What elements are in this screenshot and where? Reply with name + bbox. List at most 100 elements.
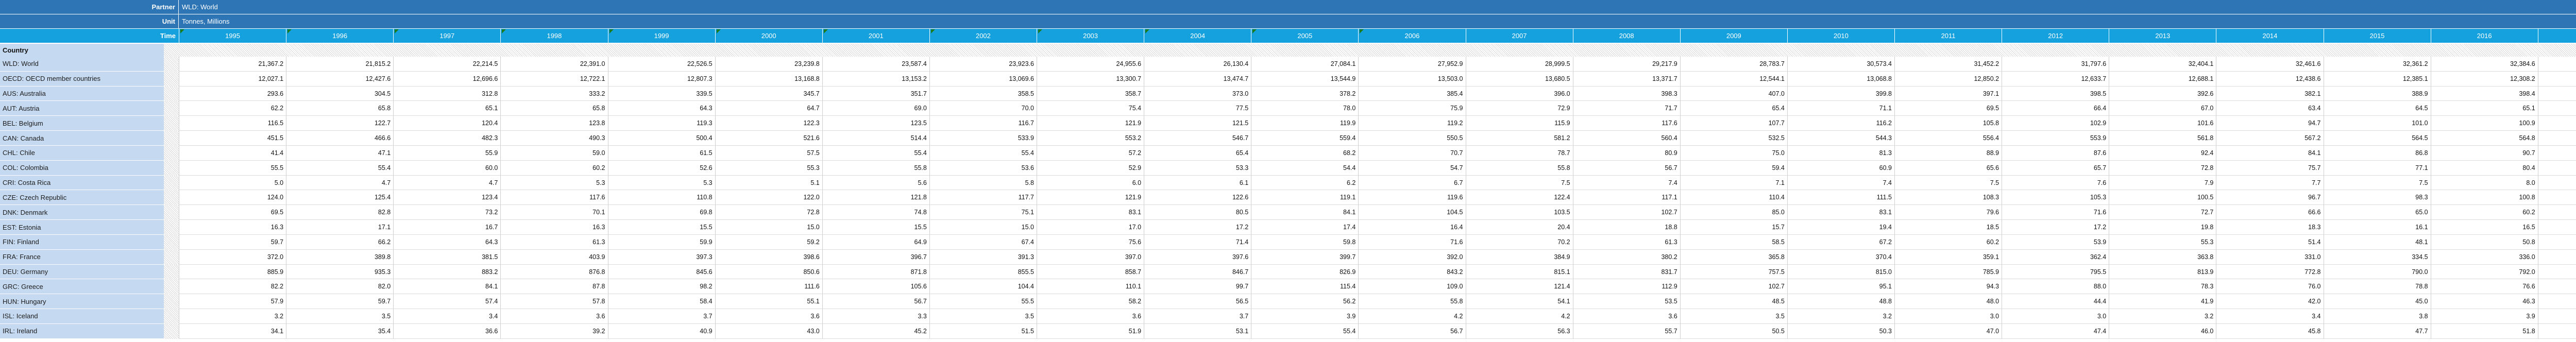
value-cell: 358.7	[1037, 86, 1144, 101]
value-cell: 8.1	[2537, 175, 2576, 191]
country-label[interactable]: DEU: Germany	[0, 264, 164, 280]
value-cell: 64.3	[393, 234, 501, 250]
row-cells: 116.5 122.7 120.4 123.8 119.3 122.3 123.5 116.7…	[179, 116, 2576, 131]
value-cell: 81.3	[1787, 145, 1894, 161]
value-cell: 23,239.8	[715, 57, 822, 72]
value-cell: 397.6	[1144, 249, 1251, 265]
year-header-2004[interactable]: 2004	[1144, 29, 1251, 43]
year-label: 2002	[975, 32, 991, 40]
country-label[interactable]: CZE: Czech Republic	[0, 190, 164, 206]
value-cell: 48.9	[2537, 294, 2576, 310]
value-cell: 398.5	[2002, 86, 2109, 101]
value-cell: 28,783.7	[1680, 57, 1787, 72]
value-cell: 60.0	[393, 160, 501, 176]
country-label[interactable]: GRC: Greece	[0, 279, 164, 295]
year-header-2000[interactable]: 2000	[715, 29, 822, 43]
value-cell: 68.1	[2537, 101, 2576, 116]
value-cell: 785.9	[1894, 264, 2002, 280]
value-cell: 3.6	[1037, 309, 1144, 324]
row-cells: 3.2 3.5 3.4 3.6 3.7 3.6 3.3 3.5 3.6 3.7 3.9 4.2 4.2 3…	[179, 309, 2576, 324]
value-cell: 122.0	[715, 190, 822, 206]
year-label: 1999	[654, 32, 669, 40]
year-header-2007[interactable]: 2007	[1465, 29, 1573, 43]
value-cell: 117.6	[1572, 116, 1680, 131]
year-header-1995[interactable]: 1995	[179, 29, 286, 43]
value-cell: 7.5	[1894, 175, 2002, 191]
country-label[interactable]: HUN: Hungary	[0, 294, 164, 310]
value-cell: 107.7	[1680, 116, 1787, 131]
country-label[interactable]: CHL: Chile	[0, 145, 164, 161]
value-cell: 13,069.6	[929, 71, 1037, 87]
value-cell: 795.5	[2002, 264, 2109, 280]
country-label[interactable]: OECD: OECD member countries	[0, 71, 164, 87]
value-cell: 7.5	[2323, 175, 2431, 191]
year-header-1999[interactable]: 1999	[607, 29, 715, 43]
year-header-2017[interactable]: 2017	[2537, 29, 2576, 43]
year-header-1996[interactable]: 1996	[286, 29, 393, 43]
row-cells: 62.2 65.8 65.1 65.8 64.3 64.7 69.0 70.0 75.4 77.5…	[179, 101, 2576, 116]
year-header-2008[interactable]: 2008	[1572, 29, 1680, 43]
value-cell: 56.2	[1251, 294, 1359, 310]
value-cell: 403.9	[500, 249, 608, 265]
value-cell: 70.1	[500, 205, 608, 220]
year-header-2009[interactable]: 2009	[1680, 29, 1787, 43]
year-header-2015[interactable]: 2015	[2323, 29, 2431, 43]
value-cell: 69.5	[179, 205, 286, 220]
year-header-2010[interactable]: 2010	[1787, 29, 1894, 43]
country-label[interactable]: ISL: Iceland	[0, 309, 164, 324]
value-cell: 98.2	[607, 279, 715, 295]
value-cell: 71.7	[1572, 101, 1680, 116]
year-header-2006[interactable]: 2006	[1358, 29, 1465, 43]
value-cell: 15.5	[607, 220, 715, 235]
value-cell: 5.1	[715, 175, 822, 191]
value-cell: 58.4	[607, 294, 715, 310]
country-label[interactable]: CRI: Costa Rica	[0, 175, 164, 191]
year-header-2011[interactable]: 2011	[1894, 29, 2002, 43]
value-cell: 372.0	[179, 249, 286, 265]
value-cell: 99.3	[2537, 116, 2576, 131]
value-cell: 567.2	[2216, 131, 2324, 146]
year-header-2016[interactable]: 2016	[2430, 29, 2538, 43]
table-row: AUS: Australia 293.6 304.5 312.8 333.2 339.5 3…	[0, 86, 2576, 101]
value-cell: 53.3	[1144, 160, 1251, 176]
value-cell: 342.4	[2537, 249, 2576, 265]
row-cells: 59.7 66.2 64.3 61.3 59.9 59.2 64.9 67.4 75.6 71.4…	[179, 234, 2576, 250]
value-cell: 55.4	[822, 145, 929, 161]
country-label[interactable]: BEL: Belgium	[0, 116, 164, 131]
country-label[interactable]: WLD: World	[0, 57, 164, 72]
value-cell: 78.8	[2323, 279, 2431, 295]
value-cell: 61.5	[607, 145, 715, 161]
country-label[interactable]: EST: Estonia	[0, 220, 164, 235]
corner-marker-icon	[609, 29, 614, 33]
year-header-2013[interactable]: 2013	[2109, 29, 2216, 43]
year-header-1998[interactable]: 1998	[500, 29, 607, 43]
country-label[interactable]: CAN: Canada	[0, 131, 164, 146]
value-cell: 123.8	[500, 116, 608, 131]
value-cell: 380.2	[1572, 249, 1680, 265]
country-label[interactable]: DNK: Denmark	[0, 205, 164, 220]
year-label: 2003	[1083, 32, 1098, 40]
country-label[interactable]: AUS: Australia	[0, 86, 164, 101]
year-header-1997[interactable]: 1997	[393, 29, 500, 43]
value-cell: 83.1	[1037, 205, 1144, 220]
country-label[interactable]: AUT: Austria	[0, 101, 164, 116]
country-label[interactable]: FRA: France	[0, 249, 164, 265]
value-cell: 3.6	[1572, 309, 1680, 324]
year-label: 2006	[1404, 32, 1420, 40]
value-cell: 3.9	[2430, 309, 2538, 324]
year-header-2001[interactable]: 2001	[822, 29, 929, 43]
year-header-2002[interactable]: 2002	[929, 29, 1037, 43]
value-cell: 60.2	[2430, 205, 2538, 220]
year-header-2005[interactable]: 2005	[1251, 29, 1358, 43]
value-cell: 16.3	[500, 220, 608, 235]
year-header-2003[interactable]: 2003	[1037, 29, 1144, 43]
country-label[interactable]: FIN: Finland	[0, 234, 164, 250]
country-label[interactable]: COL: Colombia	[0, 160, 164, 176]
value-cell: 76.6	[2430, 279, 2538, 295]
value-cell: 55.7	[1572, 323, 1680, 339]
country-label[interactable]: IRL: Ireland	[0, 323, 164, 339]
year-header-2014[interactable]: 2014	[2216, 29, 2323, 43]
value-cell: 79.6	[1894, 205, 2002, 220]
row-cells: 41.4 47.1 55.9 59.0 61.5 57.5 55.4 55.4 57.2 65.4…	[179, 145, 2576, 161]
year-header-2012[interactable]: 2012	[2002, 29, 2109, 43]
